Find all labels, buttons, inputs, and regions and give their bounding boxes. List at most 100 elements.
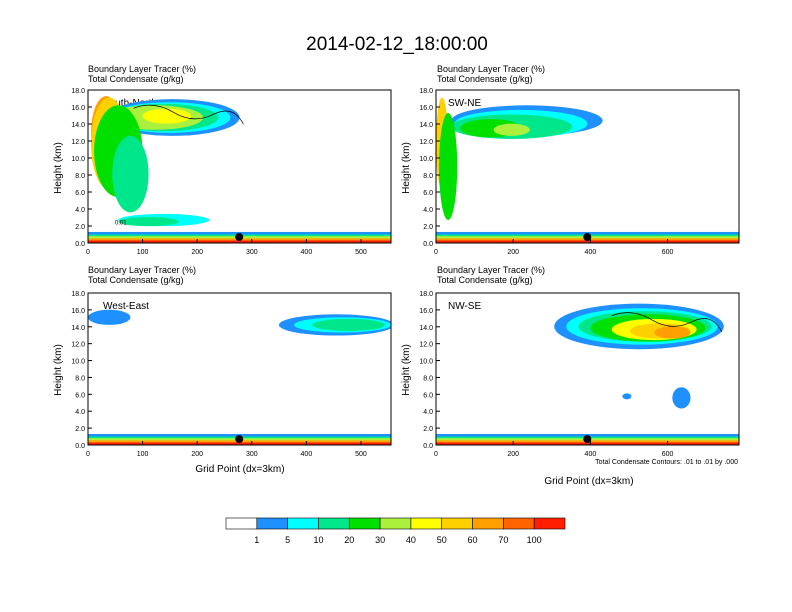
y-tick-label: 14.0 <box>71 122 85 129</box>
boundary-layer-band <box>88 442 391 445</box>
y-tick-label: 10.0 <box>71 359 85 366</box>
panel-title-line2: Total Condensate (g/kg) <box>88 275 184 285</box>
x-tick-label: 400 <box>301 451 313 458</box>
panel-label: NW-SE <box>448 301 481 312</box>
y-axis-label: Height (km) <box>401 142 412 194</box>
y-tick-label: 16.0 <box>71 105 85 112</box>
y-tick-label: 8.0 <box>423 375 433 382</box>
y-tick-label: 12.0 <box>71 139 85 146</box>
y-tick-label: 18.0 <box>71 291 85 298</box>
shaded-region <box>142 108 192 124</box>
y-tick-label: 0.0 <box>423 443 433 450</box>
colorbar-swatch <box>348 517 381 530</box>
x-axis-label: Grid Point (dx=3km) <box>544 476 633 487</box>
shaded-region <box>439 112 458 221</box>
x-tick-label: 400 <box>301 249 313 256</box>
colorbar-swatch <box>472 517 504 530</box>
colorbar-swatch <box>379 517 412 530</box>
shaded-field <box>436 303 739 445</box>
colorbar-swatch <box>225 517 258 530</box>
y-axis-label: Height (km) <box>53 344 64 396</box>
y-tick-label: 10.0 <box>419 156 433 163</box>
panel-title-line1: Boundary Layer Tracer (%) <box>437 265 545 275</box>
x-tick-label: 600 <box>662 249 674 256</box>
colorbar-label: 5 <box>285 535 290 545</box>
plot-frame <box>435 89 740 244</box>
x-tick-label: 400 <box>585 249 597 256</box>
shaded-region <box>493 123 530 136</box>
y-tick-label: 16.0 <box>71 308 85 315</box>
y-axis-label: Height (km) <box>401 344 412 396</box>
y-tick-label: 12.0 <box>71 342 85 349</box>
x-tick-label: 200 <box>507 451 519 458</box>
x-tick-label: 300 <box>246 249 258 256</box>
y-tick-label: 6.0 <box>75 392 85 399</box>
colorbar-swatch <box>410 517 443 530</box>
x-tick-label: 200 <box>507 249 519 256</box>
plot-frame <box>87 89 392 244</box>
colorbar-label: 10 <box>313 535 323 545</box>
y-tick-label: 14.0 <box>71 325 85 332</box>
y-tick-label: 8.0 <box>75 375 85 382</box>
x-tick-label: 100 <box>137 249 149 256</box>
shaded-region <box>118 216 179 227</box>
x-tick-label: 0 <box>86 249 90 256</box>
colorbar-label: 70 <box>498 535 508 545</box>
colorbar-swatch <box>503 517 535 530</box>
x-tick-label: 0 <box>86 451 90 458</box>
colorbar-label: 40 <box>406 535 416 545</box>
y-tick-label: 2.0 <box>423 224 433 231</box>
y-tick-label: 8.0 <box>75 173 85 180</box>
panel-sw-ne: Boundary Layer Tracer (%) Total Condensa… <box>401 64 740 256</box>
plot-frame <box>87 292 392 446</box>
y-tick-label: 18.0 <box>71 88 85 95</box>
colorbar-swatch <box>533 517 566 530</box>
x-axis-label: Grid Point (dx=3km) <box>195 464 284 475</box>
y-tick-label: 12.0 <box>419 139 433 146</box>
shaded-region <box>654 326 691 339</box>
y-tick-label: 10.0 <box>71 156 85 163</box>
y-tick-label: 18.0 <box>419 291 433 298</box>
colorbar-label: 100 <box>527 535 542 545</box>
shaded-region <box>672 387 691 409</box>
x-tick-label: 400 <box>585 451 597 458</box>
y-tick-label: 4.0 <box>423 207 433 214</box>
panel-title-line1: Boundary Layer Tracer (%) <box>88 64 196 74</box>
y-tick-label: 8.0 <box>423 173 433 180</box>
y-tick-label: 14.0 <box>419 325 433 332</box>
shaded-field <box>436 97 739 243</box>
location-marker <box>235 233 244 242</box>
y-axis-label: Height (km) <box>53 142 64 194</box>
location-marker <box>583 435 592 444</box>
boundary-layer-band <box>88 240 391 243</box>
y-tick-label: 16.0 <box>419 308 433 315</box>
y-tick-label: 4.0 <box>423 409 433 416</box>
x-tick-label: 600 <box>662 451 674 458</box>
x-tick-label: 0 <box>434 451 438 458</box>
y-tick-label: 2.0 <box>75 426 85 433</box>
panel-title-line1: Boundary Layer Tracer (%) <box>88 265 196 275</box>
y-tick-label: 4.0 <box>75 409 85 416</box>
x-tick-label: 500 <box>355 451 367 458</box>
shaded-field <box>88 96 391 243</box>
shaded-field <box>88 309 391 445</box>
panel-title-line2: Total Condensate (g/kg) <box>88 74 184 84</box>
plot-frame <box>435 292 740 446</box>
x-tick-label: 100 <box>137 451 149 458</box>
panel-title-line2: Total Condensate (g/kg) <box>437 74 533 84</box>
contour-label: 0.01 <box>115 220 127 226</box>
colorbar-label: 20 <box>344 535 354 545</box>
y-tick-label: 18.0 <box>419 88 433 95</box>
condensate-contour <box>133 104 244 125</box>
panel-title-line2: Total Condensate (g/kg) <box>437 275 533 285</box>
x-tick-label: 200 <box>191 249 203 256</box>
colorbar-swatch <box>287 517 319 530</box>
panel-west-east: Boundary Layer Tracer (%) Total Condensa… <box>53 265 392 475</box>
shaded-region <box>312 318 385 332</box>
colorbar-label: 60 <box>468 535 478 545</box>
location-marker <box>235 435 244 444</box>
panel-label: West-East <box>103 301 149 312</box>
x-tick-label: 0 <box>434 249 438 256</box>
y-tick-label: 0.0 <box>75 443 85 450</box>
